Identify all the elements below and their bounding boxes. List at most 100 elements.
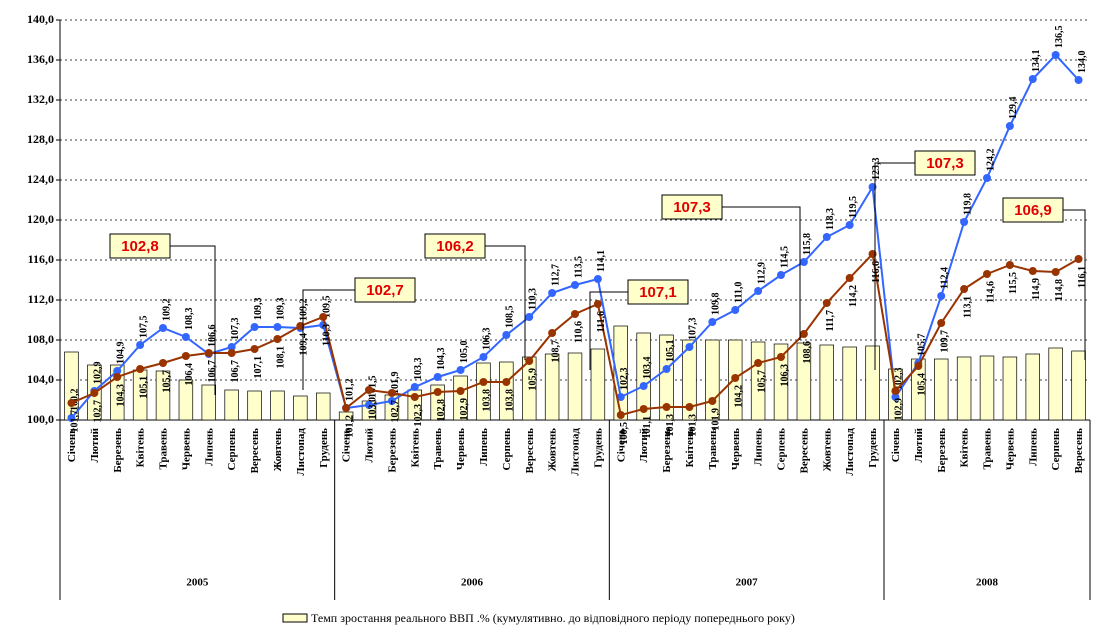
data-label: 105,1 — [665, 340, 676, 363]
x-tick-label: Вересень — [249, 428, 261, 474]
point — [433, 373, 442, 381]
point — [525, 313, 534, 321]
data-label: 108,5 — [505, 306, 516, 329]
data-label: 110,3 — [528, 288, 539, 310]
data-label: 103,8 — [482, 389, 493, 412]
data-label: 102,3 — [413, 404, 424, 427]
point — [799, 258, 808, 266]
bar — [934, 358, 949, 421]
point — [616, 411, 625, 419]
x-tick-label: Липень — [753, 428, 765, 466]
y-tick-label: 136,0 — [27, 52, 54, 66]
point — [250, 345, 259, 353]
data-label: 112,4 — [940, 267, 951, 289]
point — [1005, 261, 1014, 269]
callout-text: 102,8 — [121, 238, 159, 255]
legend-swatch — [282, 613, 308, 623]
data-label: 116,1 — [1077, 266, 1088, 288]
x-tick-label: Серпень — [1050, 428, 1062, 471]
data-label: 103,0 — [367, 397, 378, 420]
point — [410, 393, 419, 401]
bar — [293, 395, 308, 421]
x-tick-label: Травень — [707, 428, 719, 470]
callout-box — [424, 233, 486, 259]
point — [90, 389, 99, 397]
data-label: 104,3 — [116, 384, 127, 407]
point — [662, 403, 671, 411]
point — [227, 349, 236, 357]
data-label: 115,8 — [802, 233, 813, 255]
x-tick-label: Січень — [66, 428, 78, 462]
x-tick-label: Жовтень — [272, 428, 284, 472]
x-tick-label: Листопад — [844, 428, 856, 476]
point — [319, 313, 328, 321]
callout-text: 107,1 — [639, 284, 677, 301]
point — [571, 281, 579, 289]
point — [1074, 255, 1083, 263]
point — [960, 218, 969, 226]
x-tick-label: Квітень — [959, 428, 971, 468]
bar — [682, 339, 697, 421]
x-tick-label: Серпень — [501, 428, 513, 471]
point — [845, 221, 854, 229]
data-label: 136,5 — [1054, 26, 1065, 49]
point — [822, 233, 831, 241]
data-label: 109,4 — [299, 333, 310, 356]
data-label: 108,3 — [184, 308, 195, 331]
year-label: 2007 — [736, 577, 759, 589]
x-tick-label: Листопад — [295, 428, 307, 476]
data-label: 101,5 — [367, 376, 378, 399]
point — [685, 403, 694, 411]
bar — [1071, 350, 1086, 421]
bar — [155, 370, 171, 421]
callout-box — [354, 277, 416, 303]
point — [159, 324, 167, 332]
x-tick-label: Грудень — [318, 428, 330, 468]
bar — [773, 343, 789, 421]
x-tick-label: Березень — [661, 428, 673, 473]
data-label: 100,2 — [70, 389, 81, 412]
bar — [1025, 353, 1040, 421]
data-label: 108,6 — [802, 341, 813, 364]
bar — [705, 339, 720, 421]
point — [845, 274, 854, 282]
x-tick-label: Вересень — [798, 428, 810, 474]
bar — [453, 375, 468, 421]
year-label: 2006 — [461, 577, 484, 589]
point — [113, 373, 122, 381]
point — [296, 322, 305, 330]
point — [273, 335, 282, 343]
data-label: 102,9 — [894, 398, 905, 421]
point — [67, 399, 76, 407]
y-tick-label: 128,0 — [27, 132, 54, 146]
x-tick-label: Серпень — [776, 428, 788, 471]
point — [616, 393, 625, 401]
data-label: 101,1 — [642, 416, 653, 439]
data-label: 107,3 — [230, 318, 241, 341]
x-tick-label: Липень — [478, 428, 490, 466]
callout-box — [109, 233, 171, 259]
callout-leader — [1063, 209, 1086, 360]
point — [273, 323, 282, 331]
data-label: 105,4 — [917, 373, 928, 396]
x-tick-label: Листопад — [570, 428, 582, 476]
data-label: 115,5 — [1008, 272, 1019, 294]
data-label: 110,3 — [322, 324, 333, 346]
bar — [590, 348, 606, 421]
point — [433, 388, 442, 396]
callout-leader — [302, 289, 355, 390]
data-label: 102,8 — [436, 399, 447, 422]
x-tick-label: Березень — [936, 428, 948, 473]
point — [593, 275, 602, 283]
data-label: 102,3 — [894, 368, 905, 391]
data-label: 102,9 — [459, 398, 470, 421]
data-label: 105,7 — [161, 370, 172, 393]
legend-label: Темп зростання реального ВВП .% (кумулят… — [311, 611, 795, 625]
x-tick-label: Травень — [982, 428, 994, 470]
x-tick-label: Вересень — [1073, 428, 1085, 474]
data-label: 101,9 — [711, 408, 722, 431]
x-tick-label: Травень — [158, 428, 170, 470]
point — [1051, 268, 1060, 276]
point — [731, 306, 740, 314]
